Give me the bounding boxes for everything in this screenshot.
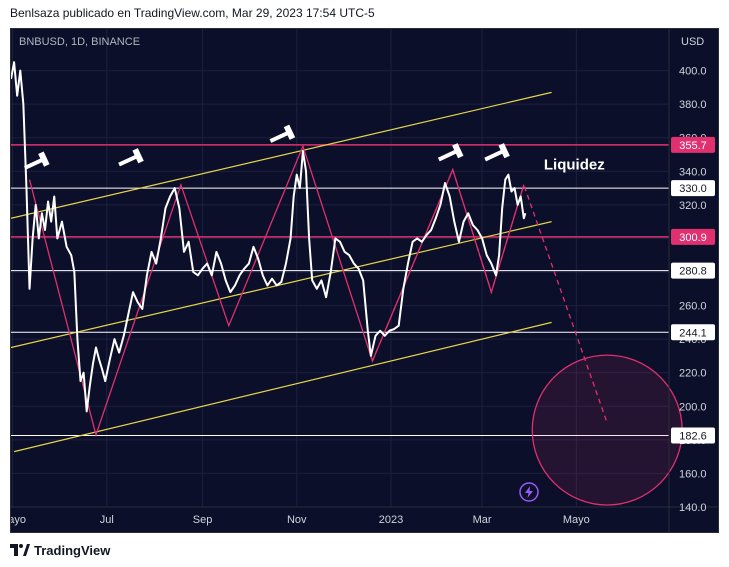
y-tick-label: 320.0 [679, 200, 707, 212]
channel-line [13, 321, 552, 453]
hammer-icon [23, 151, 50, 170]
chart-background [11, 29, 718, 532]
price-level-label: 244.1 [679, 327, 707, 339]
hammer-handle [23, 157, 44, 170]
price-level-label: 355.7 [679, 140, 707, 152]
hammer-icon [437, 143, 464, 162]
price-level-box [671, 262, 715, 279]
price-level-label: 182.6 [679, 430, 707, 442]
pattern-layer [28, 144, 683, 506]
price-level-label: 300.9 [679, 232, 707, 244]
chart-frame[interactable]: Liquidez 140.0160.0180.0200.0220.0240.02… [10, 28, 719, 533]
x-tick-label: Jul [100, 514, 114, 526]
x-tick-label: 2023 [379, 514, 403, 526]
y-tick-label: 380.0 [679, 99, 707, 111]
publish-line: Benlsaza publicado en TradingView.com, M… [10, 6, 375, 20]
grid-layer [11, 29, 669, 508]
channel-layer [11, 91, 552, 453]
chart-svg[interactable]: Liquidez 140.0160.0180.0200.0220.0240.02… [11, 29, 719, 533]
y-tick-label: 200.0 [679, 401, 707, 413]
hammer-head [452, 143, 464, 159]
price-level-box [671, 136, 715, 153]
channel-line [11, 91, 552, 219]
annotation-layer: Liquidez [544, 157, 605, 174]
footer: TradingView [10, 541, 110, 559]
x-tick-label: Nov [287, 514, 307, 526]
symbol-label: BNBUSD, 1D, BINANCE [19, 36, 140, 48]
hammer-handle [484, 149, 505, 162]
marker-layer [23, 124, 510, 170]
hammer-head [132, 148, 144, 164]
x-tick-label: Mayo [11, 514, 26, 526]
price-level-box [671, 427, 715, 444]
hammer-icon [484, 143, 510, 162]
x-tick-label: Mar [473, 514, 492, 526]
hammer-icon [269, 124, 296, 143]
tradingview-logo-icon [10, 544, 30, 556]
annotation-liquidez: Liquidez [544, 157, 605, 174]
lightning-icon[interactable] [519, 482, 539, 502]
level-layer [11, 144, 669, 436]
hammer-head [38, 151, 50, 167]
price-level-label: 280.8 [679, 266, 707, 278]
price-layer [11, 61, 527, 413]
hammer-handle [269, 130, 290, 143]
footer-brand: TradingView [34, 542, 111, 558]
hammer-head [498, 143, 510, 159]
hammer-icon [118, 148, 144, 167]
target-circle [531, 354, 683, 506]
currency-label: USD [681, 36, 704, 48]
y-tick-label: 260.0 [679, 301, 707, 313]
pattern-zigzag-line [28, 144, 525, 438]
price-level-box [671, 180, 715, 197]
price-series-line [11, 61, 527, 413]
channel-line [11, 221, 552, 349]
y-tick-label: 340.0 [679, 166, 707, 178]
x-tick-label: Sep [193, 514, 213, 526]
y-tick-label: 220.0 [679, 368, 707, 380]
price-level-box [671, 228, 715, 245]
hammer-head [283, 124, 296, 140]
price-level-label: 330.0 [679, 183, 707, 195]
y-tick-label: 400.0 [679, 66, 707, 78]
x-tick-label: Mayo [563, 514, 590, 526]
price-level-box [671, 324, 715, 341]
hammer-handle [437, 149, 458, 162]
hammer-handle [118, 154, 139, 167]
y-tick-label: 140.0 [679, 502, 707, 514]
axis-layer: 140.0160.0180.0200.0220.0240.0260.0280.0… [11, 29, 718, 532]
y-tick-label: 160.0 [679, 468, 707, 480]
projection-dashed-line [371, 167, 608, 424]
